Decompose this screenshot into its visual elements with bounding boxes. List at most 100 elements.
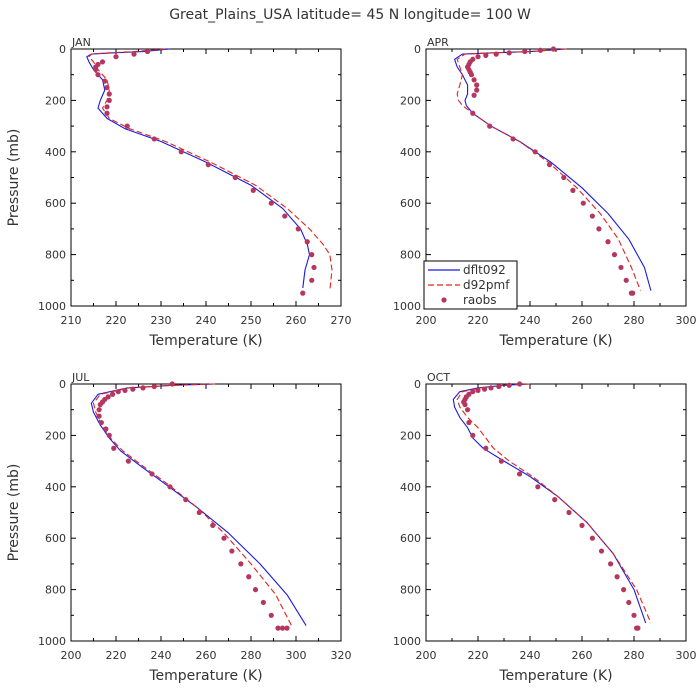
series-line-dflt092 <box>452 383 647 624</box>
data-point-raobs <box>183 497 189 503</box>
data-point-raobs <box>546 162 553 168</box>
y-tick-label: 400 <box>45 146 66 159</box>
series-line-d92pmf <box>92 383 292 626</box>
data-point-raobs <box>475 54 481 60</box>
panel-apr: APR 200 220 240 260 280 300 0 200 400 600 800 1000 Te… <box>393 36 697 349</box>
data-point-raobs <box>102 78 108 84</box>
legend-label-d92pmf: d92pmf <box>463 278 510 292</box>
x-tick-label: 200 <box>416 314 437 327</box>
y-tick-label: 1000 <box>393 635 421 648</box>
data-point-raobs <box>229 548 235 554</box>
data-point-raobs <box>111 445 117 451</box>
y-tick-label: 0 <box>59 378 66 391</box>
data-point-raobs <box>631 612 637 618</box>
y-tick-label: 800 <box>400 584 421 597</box>
x-tick-label: 300 <box>676 649 697 662</box>
data-point-raobs <box>630 290 636 296</box>
data-point-raobs <box>246 574 252 580</box>
data-point-raobs <box>465 407 471 413</box>
data-point-raobs <box>300 290 306 296</box>
y-tick-label: 200 <box>45 429 66 442</box>
data-point-raobs <box>598 548 605 554</box>
data-point-raobs <box>115 389 121 395</box>
data-point-raobs <box>475 387 481 394</box>
y-tick-label: 200 <box>45 94 66 107</box>
y-tick-label: 200 <box>400 94 421 107</box>
x-tick-label: 250 <box>241 314 262 327</box>
data-point-raobs <box>635 625 641 631</box>
data-point-raobs <box>611 252 618 258</box>
data-point-raobs <box>470 389 476 395</box>
data-point-raobs <box>279 625 286 631</box>
data-point-raobs <box>626 599 632 606</box>
data-point-raobs <box>124 123 130 129</box>
legend-swatch-raobs <box>441 297 447 303</box>
data-point-raobs <box>474 87 480 93</box>
data-point-raobs <box>532 149 538 155</box>
data-point-raobs <box>130 386 136 392</box>
data-point-raobs <box>474 82 480 88</box>
data-point-raobs <box>517 381 523 387</box>
plot-frame <box>425 383 687 642</box>
data-point-raobs <box>488 385 494 391</box>
data-point-raobs <box>169 381 175 387</box>
legend-label-raobs: raobs <box>463 293 497 307</box>
data-point-raobs <box>614 574 620 580</box>
data-point-raobs <box>98 419 104 426</box>
data-point-raobs <box>483 52 489 59</box>
data-point-raobs <box>470 110 476 116</box>
data-point-raobs <box>517 471 523 477</box>
series-line-dflt092 <box>454 48 652 291</box>
data-point-raobs <box>151 136 157 142</box>
data-point-raobs <box>149 471 155 477</box>
data-point-raobs <box>552 497 558 503</box>
y-tick-label: 1000 <box>393 300 421 313</box>
y-tick-label: 800 <box>400 249 421 262</box>
data-point-raobs <box>113 54 119 60</box>
data-point-raobs <box>537 47 544 53</box>
data-point-raobs <box>618 264 624 271</box>
data-point-raobs <box>106 97 112 103</box>
x-tick-label: 200 <box>416 649 437 662</box>
data-point-raobs <box>96 413 102 419</box>
series-raobs <box>93 48 317 296</box>
series-line-d92pmf <box>456 48 642 291</box>
x-tick-label: 260 <box>196 649 217 662</box>
data-point-raobs <box>104 84 110 91</box>
x-tick-label: 270 <box>331 314 352 327</box>
data-point-raobs <box>566 509 572 516</box>
data-point-raobs <box>309 277 315 283</box>
figure-title: Great_Plains_USA latitude= 45 N longitud… <box>169 7 531 23</box>
x-axis-title: Temperature (K) <box>498 333 612 349</box>
data-point-raobs <box>471 92 477 98</box>
data-point-raobs <box>506 50 512 56</box>
series-line-dflt092 <box>86 48 311 289</box>
y-tick-label: 600 <box>45 532 66 545</box>
x-tick-label: 280 <box>241 649 262 662</box>
data-point-raobs <box>131 51 137 57</box>
data-point-raobs <box>284 625 290 631</box>
x-tick-label: 240 <box>196 314 217 327</box>
legend: dflt092 d92pmf raobs <box>423 260 518 310</box>
x-tick-label: 280 <box>624 314 645 327</box>
series-raobs <box>461 381 641 631</box>
data-point-raobs <box>522 48 528 55</box>
x-tick-label: 260 <box>572 649 593 662</box>
data-point-raobs <box>506 382 512 388</box>
x-tick-label: 300 <box>676 314 697 327</box>
x-tick-label: 220 <box>468 314 489 327</box>
series-line-dflt092 <box>90 383 307 626</box>
y-tick-label: 600 <box>400 532 421 545</box>
data-point-raobs <box>95 72 101 78</box>
x-tick-label: 200 <box>61 649 82 662</box>
y-axis-title: Pressure (mb) <box>6 464 22 562</box>
data-point-raobs <box>103 426 109 432</box>
y-tick-label: 0 <box>414 43 421 56</box>
data-point-raobs <box>140 385 146 391</box>
x-tick-label: 240 <box>520 649 541 662</box>
data-point-raobs <box>589 213 596 219</box>
data-point-raobs <box>167 484 173 490</box>
data-point-raobs <box>125 458 131 464</box>
x-axis-title: Temperature (K) <box>148 333 262 349</box>
y-tick-label: 200 <box>400 429 421 442</box>
